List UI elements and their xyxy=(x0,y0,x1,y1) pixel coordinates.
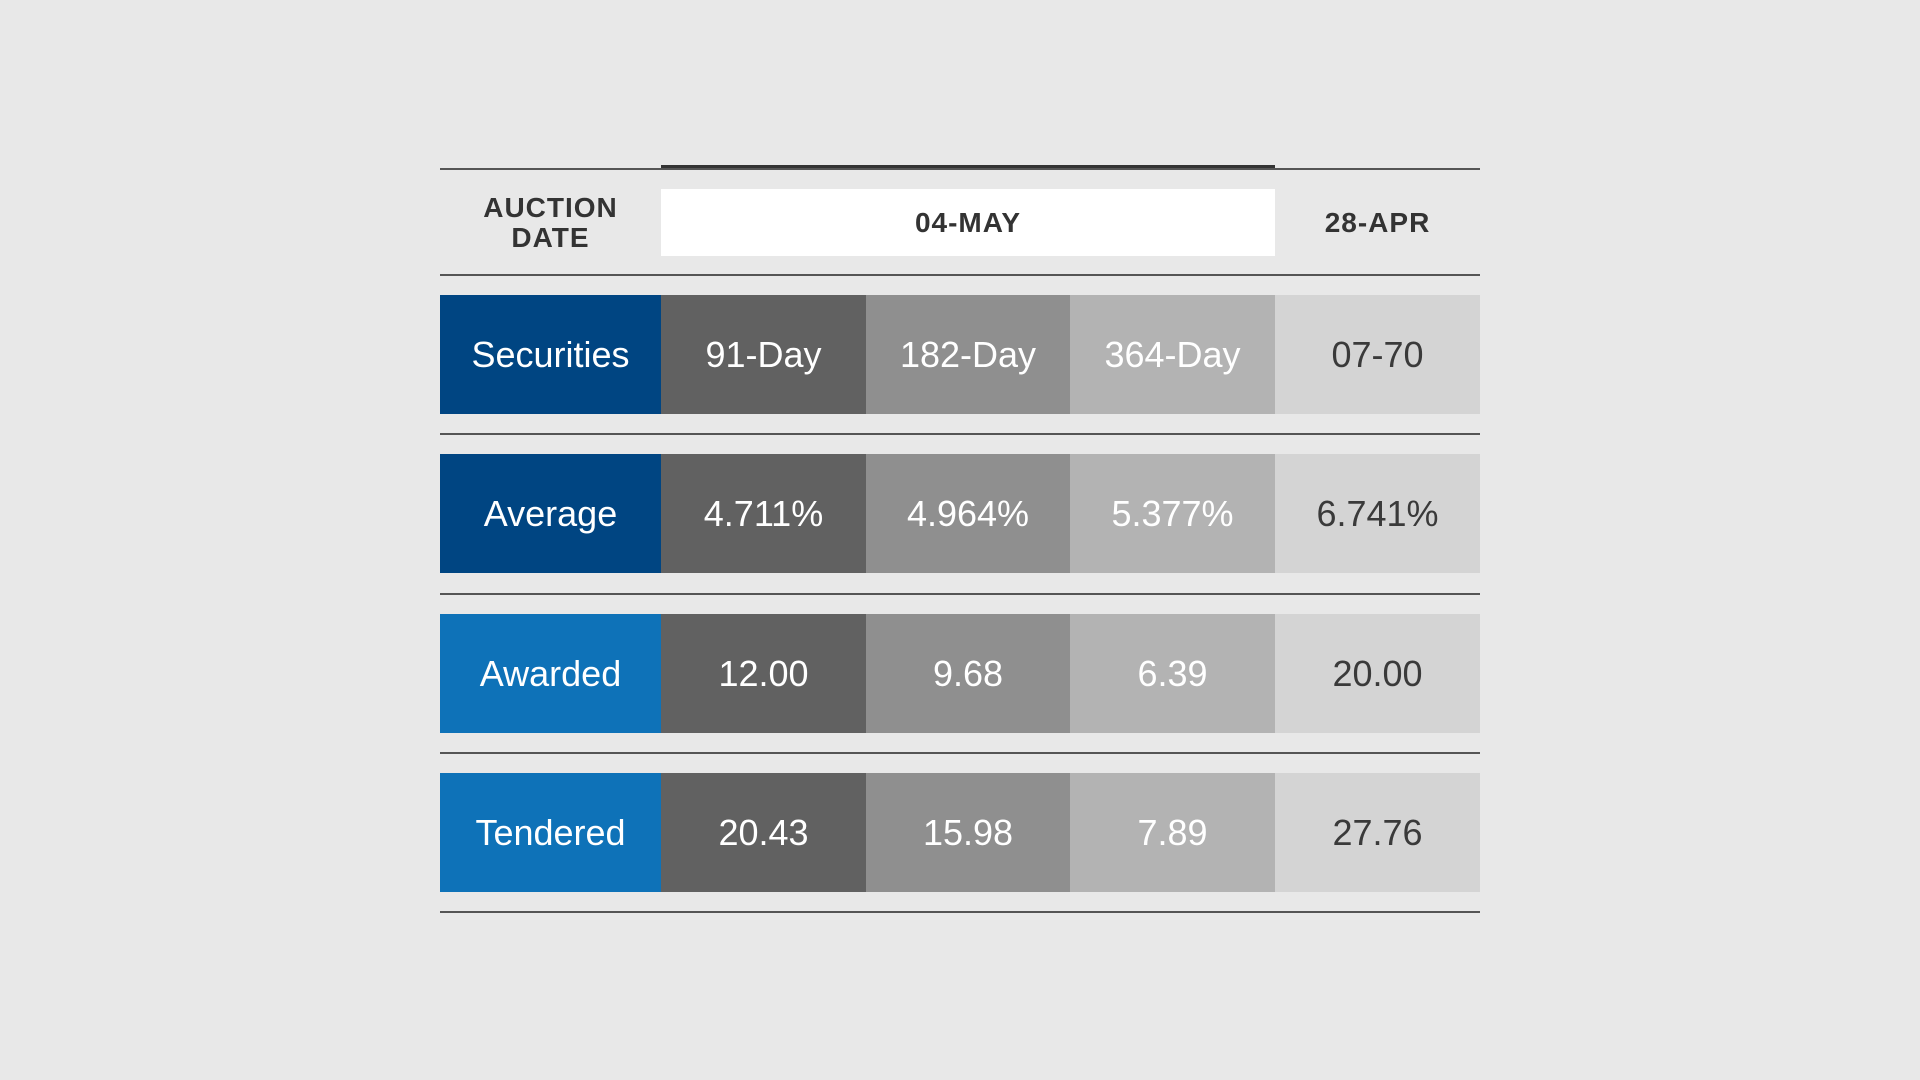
table-row-average: Average 4.711% 4.964% 5.377% 6.741% xyxy=(440,454,1480,573)
table-cell: 4.711% xyxy=(661,454,866,573)
table-row-securities: Securities 91-Day 182-Day 364-Day 07-70 xyxy=(440,295,1480,414)
table-cell: 20.43 xyxy=(661,773,866,892)
table-cell: 7.89 xyxy=(1070,773,1275,892)
divider-top xyxy=(440,168,1480,170)
table-cell: 4.964% xyxy=(866,454,1070,573)
table-cell: 91-Day xyxy=(661,295,866,414)
table-cell: 6.741% xyxy=(1275,454,1480,573)
header-label: AUCTION DATE xyxy=(483,191,618,253)
divider-row xyxy=(440,593,1480,595)
divider-row xyxy=(440,752,1480,754)
row-label: Awarded xyxy=(440,614,661,733)
table-cell: 12.00 xyxy=(661,614,866,733)
divider-row xyxy=(440,433,1480,435)
row-label: Tendered xyxy=(440,773,661,892)
table-cell: 364-Day xyxy=(1070,295,1275,414)
table-cell: 182-Day xyxy=(866,295,1070,414)
divider-bottom xyxy=(440,911,1480,913)
row-label: Securities xyxy=(440,295,661,414)
table-cell: 6.39 xyxy=(1070,614,1275,733)
table-row-awarded: Awarded 12.00 9.68 6.39 20.00 xyxy=(440,614,1480,733)
table-cell: 9.68 xyxy=(866,614,1070,733)
table-cell: 20.00 xyxy=(1275,614,1480,733)
table-cell: 27.76 xyxy=(1275,773,1480,892)
row-label: Average xyxy=(440,454,661,573)
table-cell: 5.377% xyxy=(1070,454,1275,573)
divider-header xyxy=(440,274,1480,276)
header-group-04-may: 04-MAY xyxy=(661,189,1275,256)
table-cell: 07-70 xyxy=(1275,295,1480,414)
table-row-tendered: Tendered 20.43 15.98 7.89 27.76 xyxy=(440,773,1480,892)
header-group-28-apr: 28-APR xyxy=(1324,206,1431,238)
group-underline xyxy=(661,165,1275,169)
table-cell: 15.98 xyxy=(866,773,1070,892)
